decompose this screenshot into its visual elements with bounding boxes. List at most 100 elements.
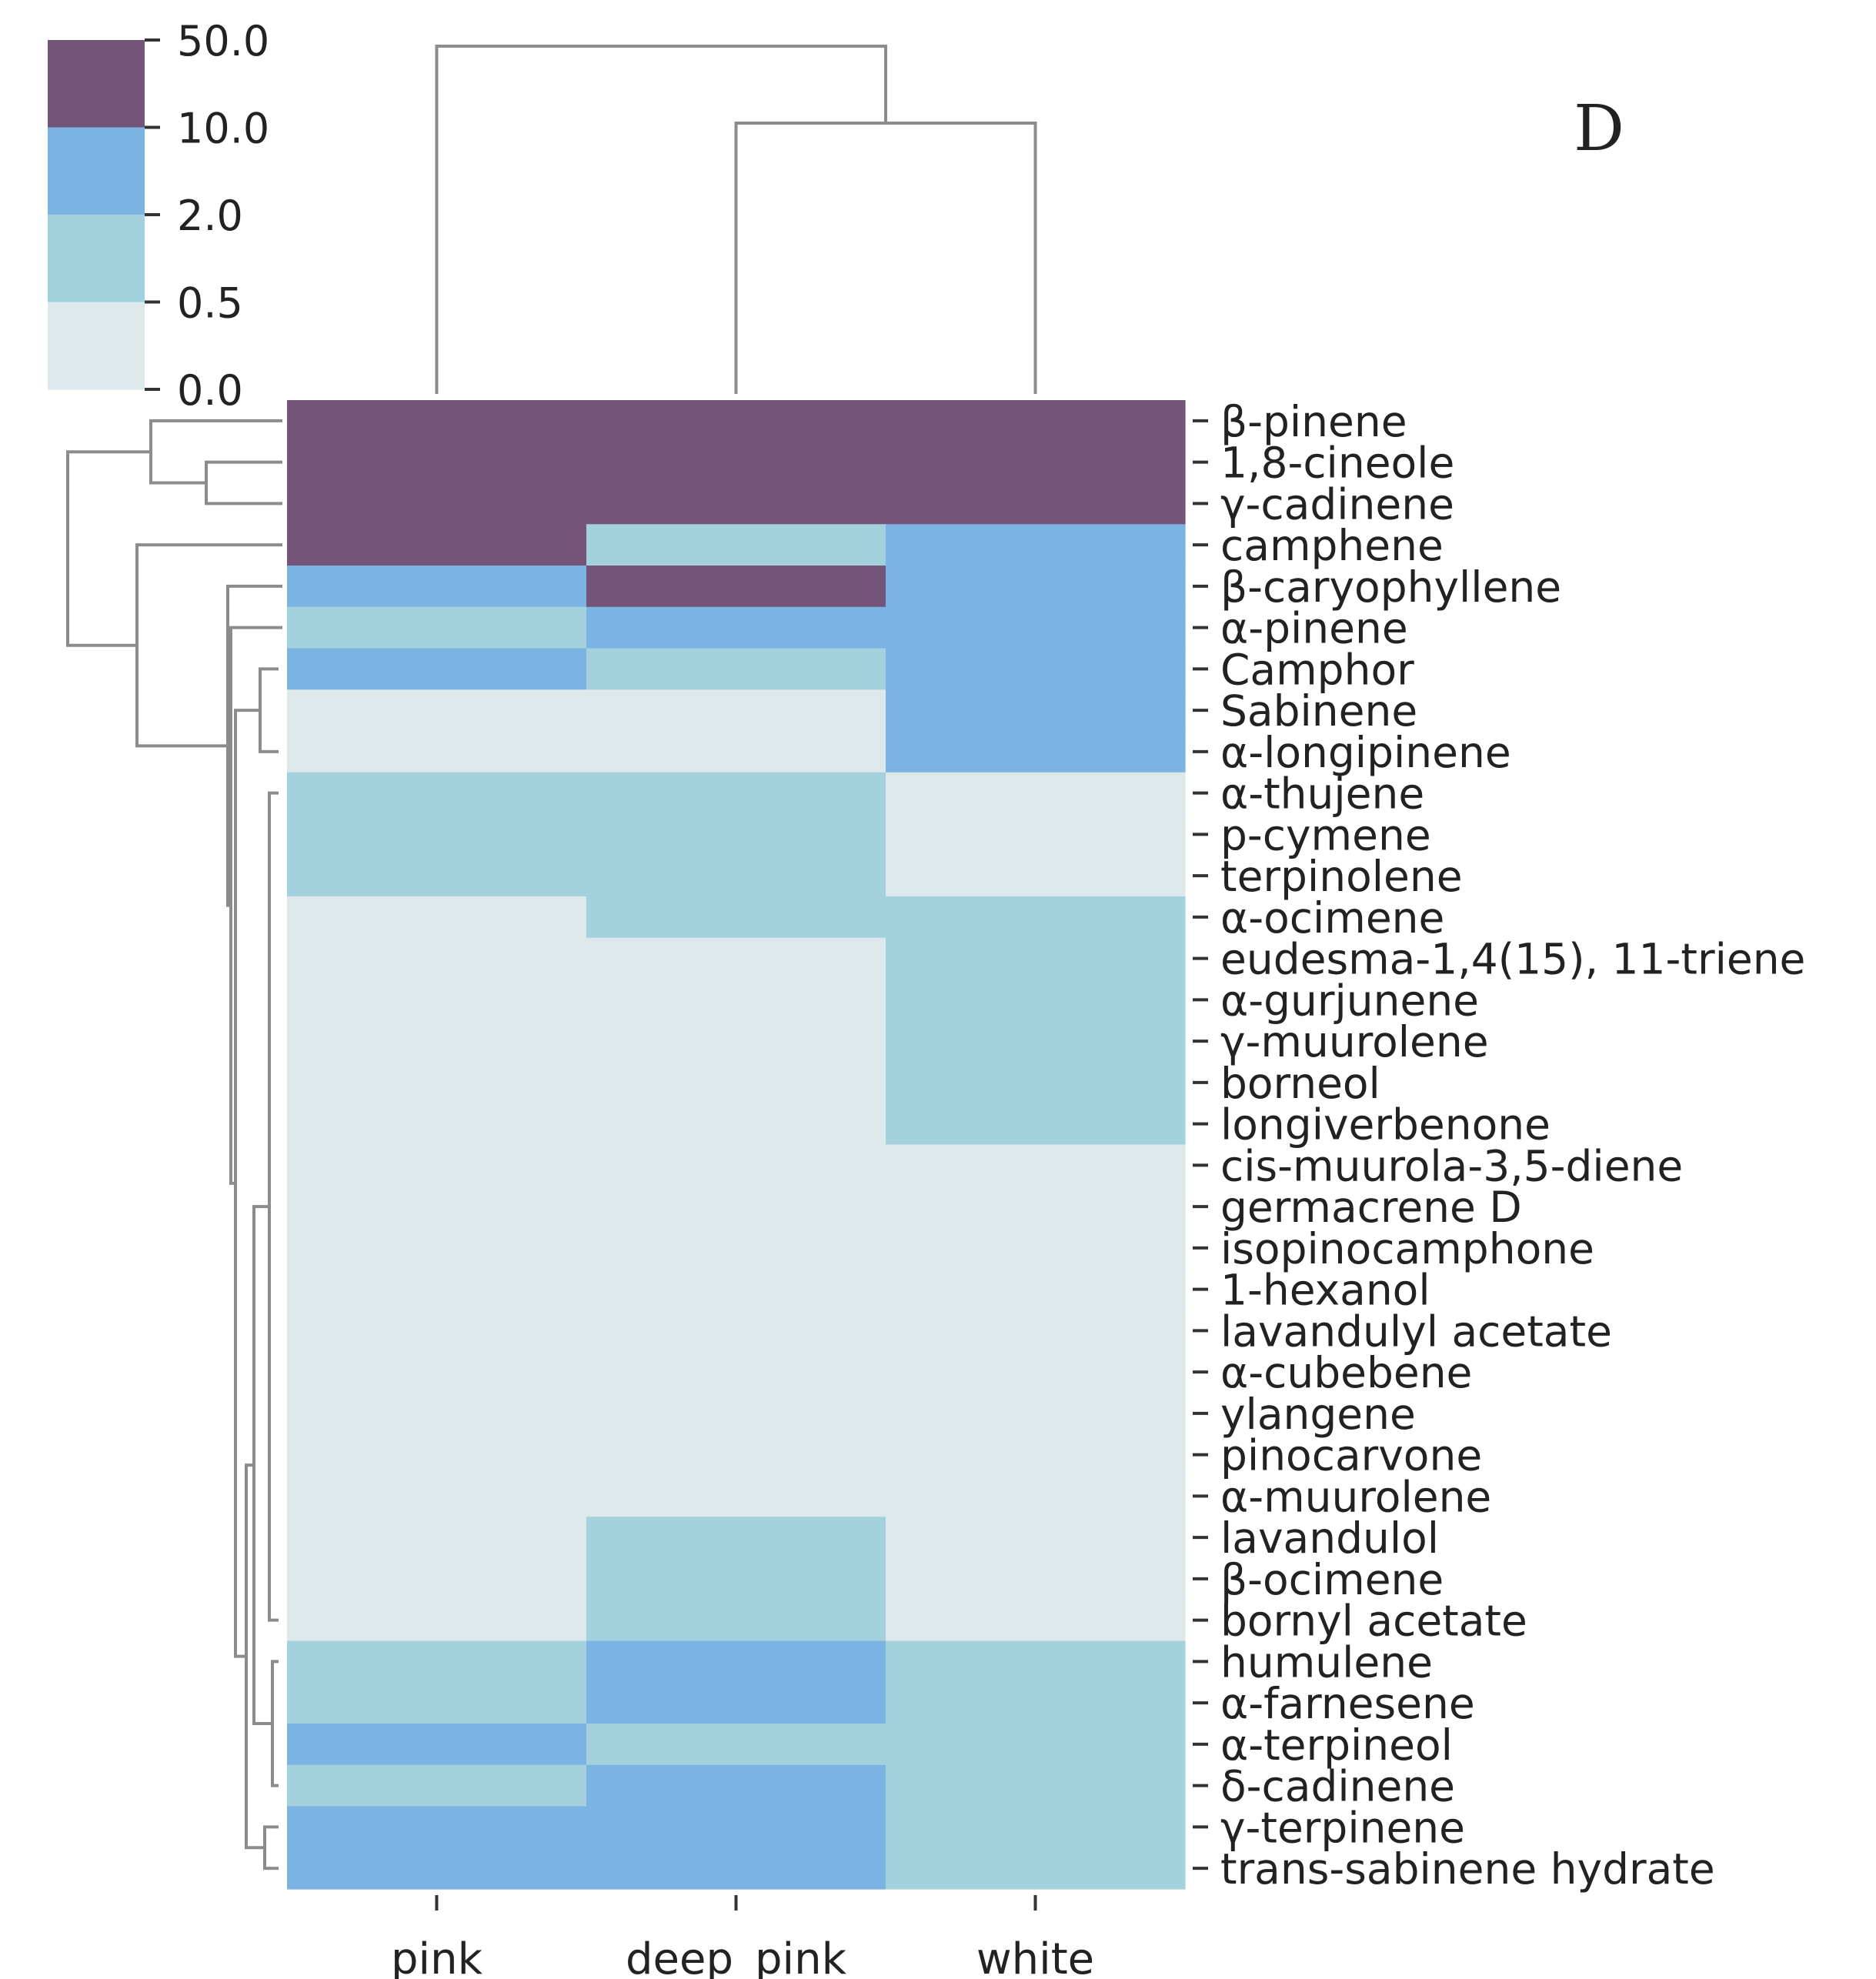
heatmap-cell xyxy=(287,1062,587,1104)
column-tick-label: pink xyxy=(391,1934,483,1979)
heatmap-cell xyxy=(586,896,886,939)
heatmap-cell xyxy=(886,606,1186,649)
heatmap-cell xyxy=(287,1310,587,1352)
row-tick-label: camphene xyxy=(1220,521,1444,570)
heatmap-cell xyxy=(886,813,1186,856)
row-tick-label: cis-muurola-3,5-diene xyxy=(1220,1141,1683,1190)
column-dendrogram xyxy=(435,45,1037,394)
heatmap-cell xyxy=(586,772,886,815)
dendrogram-branch xyxy=(263,1825,279,1871)
colorbar-segment xyxy=(48,215,145,302)
heatmap-cell xyxy=(586,855,886,897)
row-tick-label: ylangene xyxy=(1220,1390,1416,1439)
row-tick-label: β-pinene xyxy=(1220,397,1407,446)
column-tick-label: white xyxy=(976,1934,1094,1979)
heatmap-cell xyxy=(886,1806,1186,1848)
heatmap-cell xyxy=(586,1433,886,1477)
heatmap-cell xyxy=(586,524,886,566)
heatmap-cell xyxy=(886,855,1186,897)
heatmap-cell xyxy=(287,1558,587,1600)
heatmap-cell xyxy=(586,1682,886,1724)
row-tick-label: trans-sabinene hydrate xyxy=(1220,1844,1715,1894)
heatmap-cell xyxy=(886,896,1186,939)
heatmap-cell xyxy=(886,731,1186,773)
heatmap-cell xyxy=(287,1227,587,1270)
heatmap-cell xyxy=(586,1227,886,1270)
heatmap-cell xyxy=(586,1310,886,1352)
row-tick-label: 1-hexanol xyxy=(1220,1266,1430,1315)
heatmap-cell xyxy=(287,979,587,1021)
heatmap-cell xyxy=(886,1517,1186,1559)
colorbar-tick-label: 10.0 xyxy=(177,105,269,153)
heatmap-cell xyxy=(287,1475,587,1517)
heatmap-cell xyxy=(586,1393,886,1435)
heatmap-cell xyxy=(287,1144,587,1186)
row-tick-label: bornyl acetate xyxy=(1220,1597,1527,1646)
heatmap-cell xyxy=(886,1724,1186,1766)
row-tick-label: δ-cadinene xyxy=(1220,1762,1455,1811)
heatmap-cell xyxy=(287,1724,587,1766)
dendrogram-branch xyxy=(259,667,279,753)
row-tick-label: longiverbenone xyxy=(1220,1100,1551,1150)
heatmap-cell xyxy=(586,482,886,525)
heatmap-cell xyxy=(586,1558,886,1600)
row-tick-label: γ-muurolene xyxy=(1220,1017,1489,1066)
heatmap-cell xyxy=(886,689,1186,732)
heatmap-cell xyxy=(586,1144,886,1186)
heatmap-cell xyxy=(287,813,587,856)
row-tick-label: α-terpineol xyxy=(1220,1720,1453,1770)
heatmap-cell xyxy=(586,1806,886,1848)
heatmap-cell xyxy=(287,1517,587,1559)
row-tick-label: α-thujene xyxy=(1220,769,1424,819)
row-tick-label: p-cymene xyxy=(1220,810,1431,859)
heatmap-cell xyxy=(287,648,587,690)
heatmap-cell xyxy=(287,566,587,608)
heatmap-cell xyxy=(886,772,1186,815)
heatmap-cell xyxy=(886,937,1186,980)
heatmap-cell xyxy=(586,813,886,856)
heatmap-cell xyxy=(586,1640,886,1683)
colorbar-tick-label: 2.0 xyxy=(177,192,243,240)
row-tick-label: α-muurolene xyxy=(1220,1472,1491,1521)
row-tick-label: β-caryophyllene xyxy=(1220,562,1561,612)
heatmap-cell xyxy=(586,1599,886,1642)
heatmap-cell xyxy=(886,1144,1186,1186)
dendrogram-branch xyxy=(66,450,151,647)
heatmap-cell xyxy=(886,1062,1186,1104)
heatmap-cell xyxy=(287,441,587,484)
heatmap-cell xyxy=(586,1847,886,1890)
heatmap-cell xyxy=(287,855,587,897)
row-tick-label: pinocarvone xyxy=(1220,1431,1482,1480)
heatmap-cell xyxy=(287,1682,587,1724)
colorbar-segment xyxy=(48,127,145,215)
heatmap-cell xyxy=(586,1268,886,1311)
colorbar-tick-label: 50.0 xyxy=(177,17,269,65)
heatmap-cell xyxy=(886,1558,1186,1600)
heatmap-cell xyxy=(586,566,886,608)
dendrogram-branch xyxy=(268,791,279,1622)
row-tick-label: α-cubebene xyxy=(1220,1348,1472,1397)
heatmap-cell xyxy=(586,937,886,980)
heatmap-cell xyxy=(586,648,886,690)
row-tick-label: γ-cadinene xyxy=(1220,479,1454,529)
heatmap-cell xyxy=(287,689,587,732)
heatmap-cell xyxy=(586,1103,886,1146)
colorbar-tick-label: 0.0 xyxy=(177,366,243,415)
row-tick-label: eudesma-1,4(15), 11-triene xyxy=(1220,935,1805,984)
heatmap-cell xyxy=(586,1062,886,1104)
colorbar-legend: 50.0 10.0 2.0 0.5 0.0 xyxy=(48,17,269,415)
dendrogram-branch xyxy=(734,122,1037,394)
heatmap-cell xyxy=(586,979,886,1021)
colorbar-segment xyxy=(48,40,145,128)
heatmap-cell xyxy=(886,400,1186,442)
row-tick-label: α-longipinene xyxy=(1220,728,1511,777)
row-tick-label: borneol xyxy=(1220,1059,1380,1108)
heatmap-cell xyxy=(287,1186,587,1228)
heatmap-cell xyxy=(586,441,886,484)
heatmap-cell xyxy=(287,1847,587,1890)
heatmap-cell xyxy=(586,1351,886,1393)
row-tick-label: γ-terpinene xyxy=(1220,1803,1465,1852)
heatmap-cell xyxy=(586,1517,886,1559)
heatmap-cell xyxy=(886,1393,1186,1435)
